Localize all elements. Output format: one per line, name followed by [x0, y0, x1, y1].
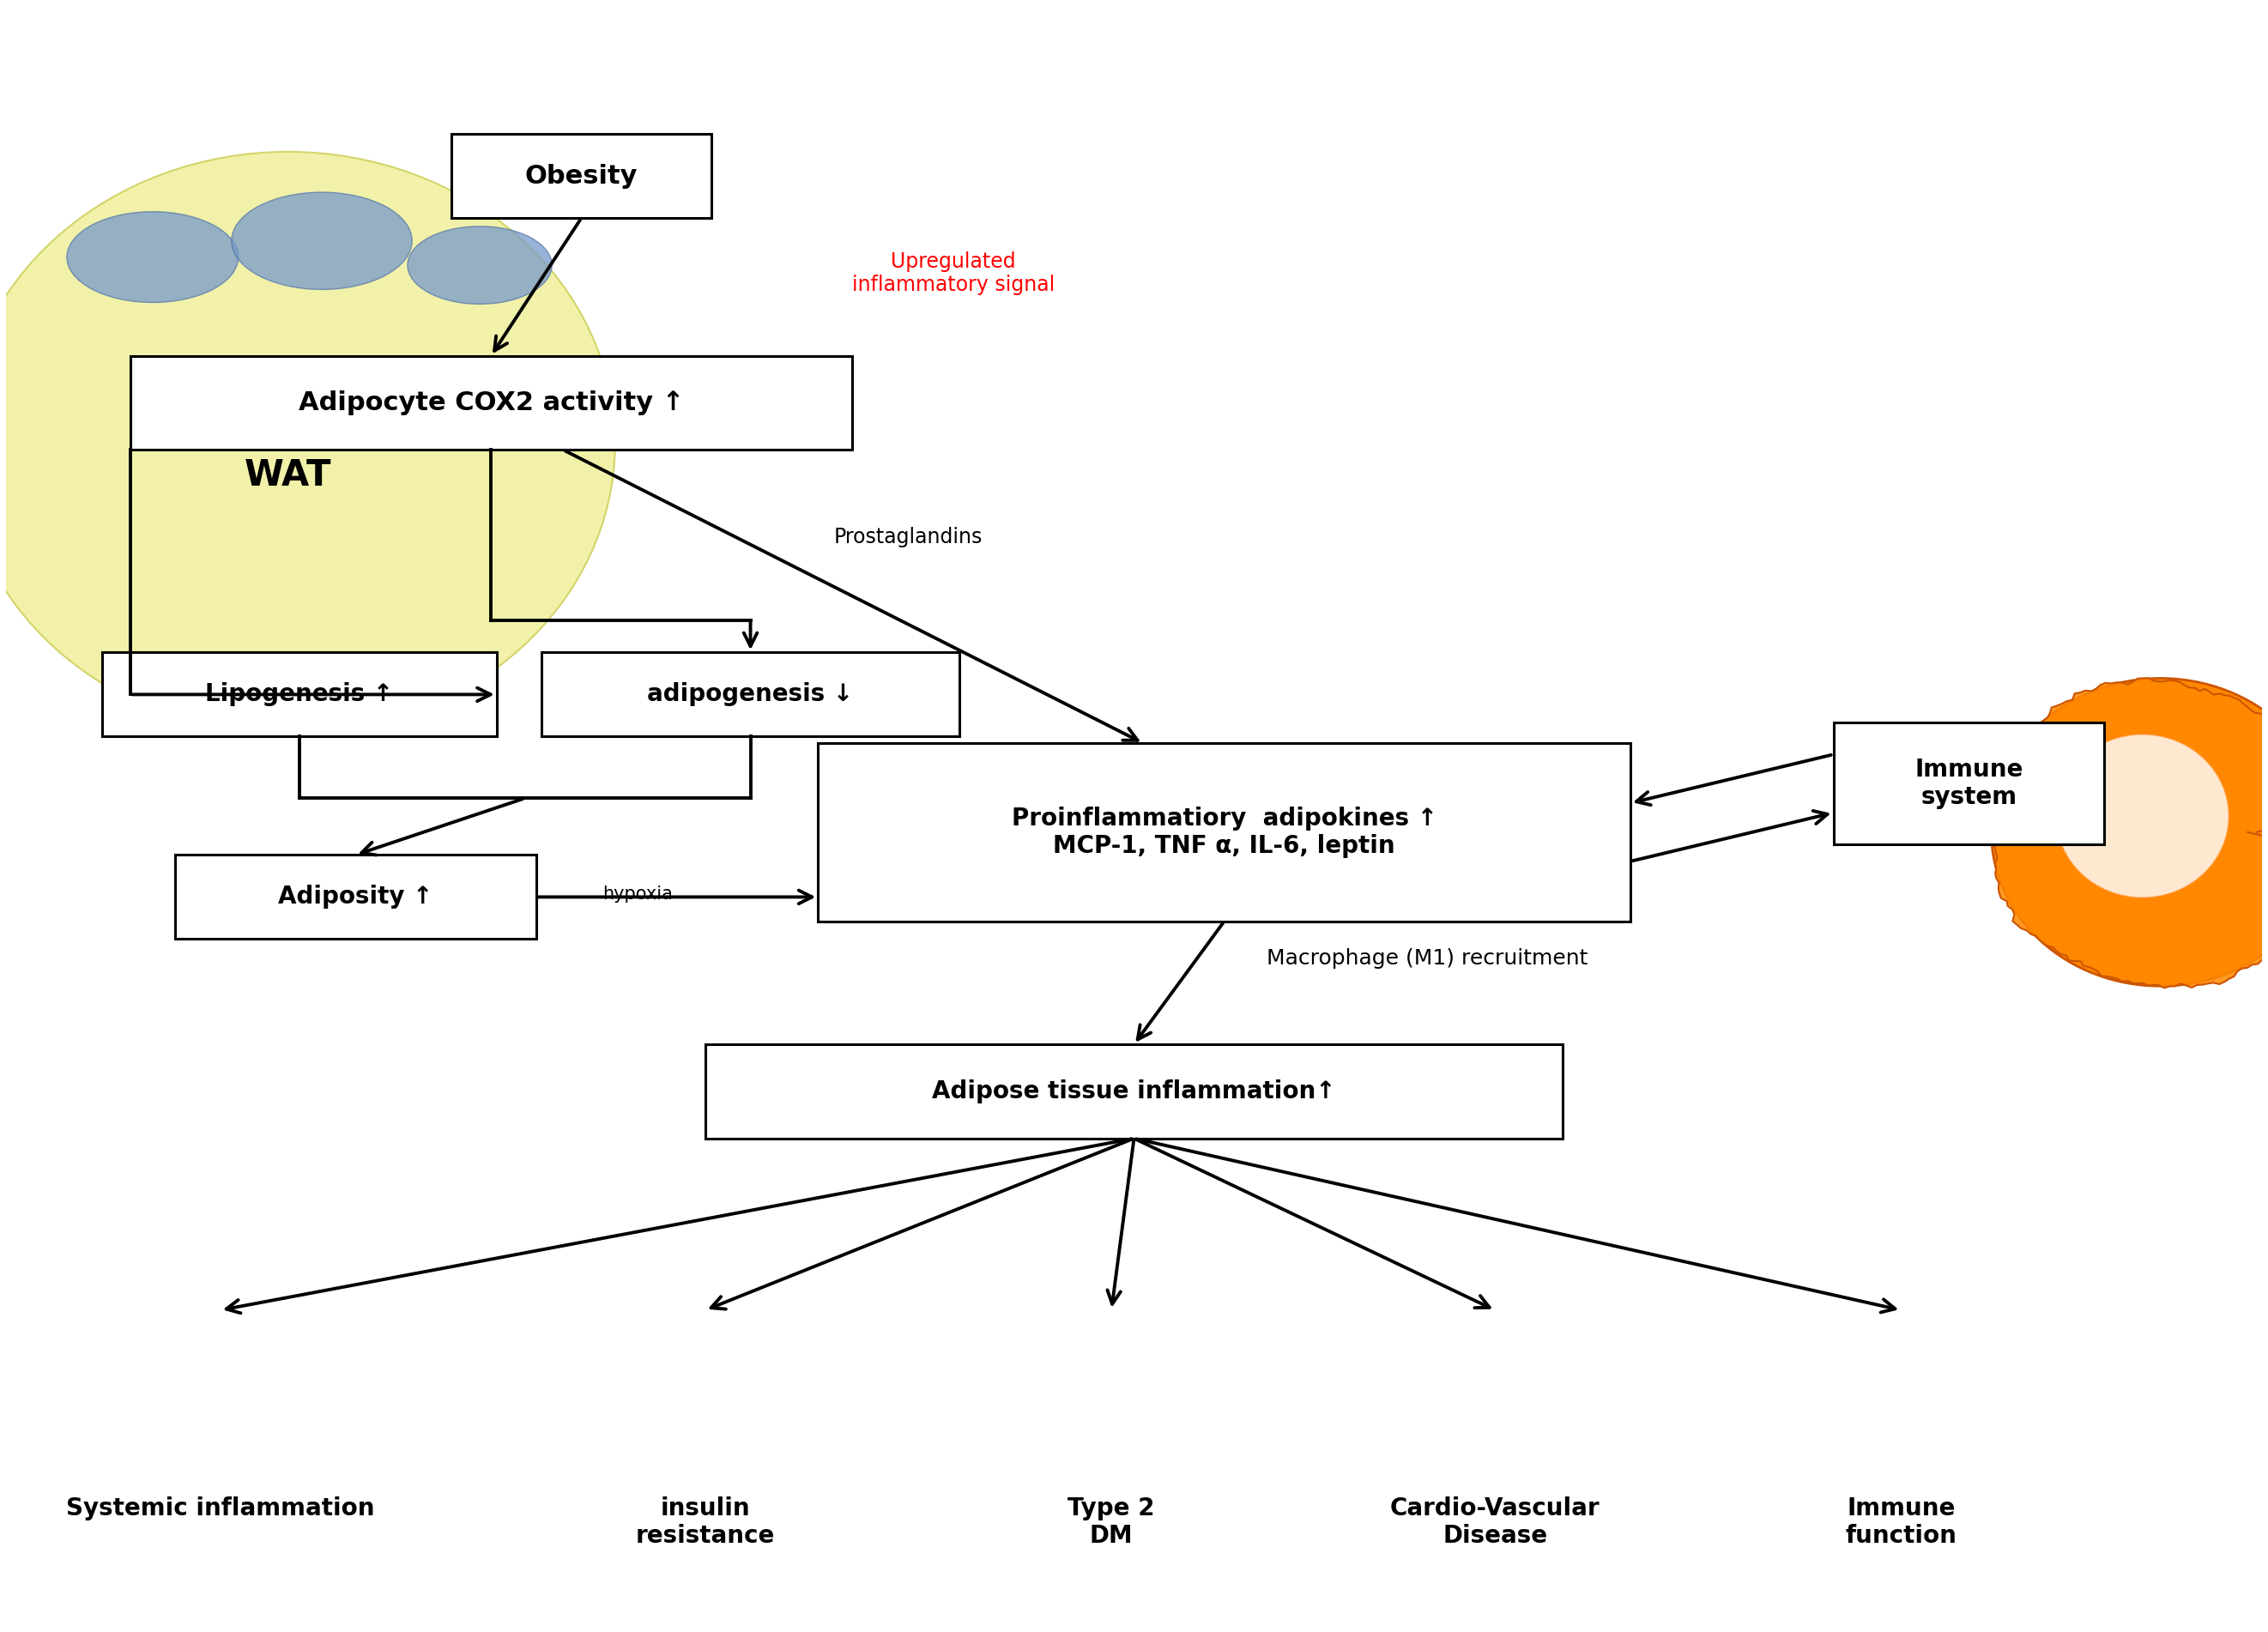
FancyBboxPatch shape — [102, 653, 497, 736]
Text: Lipogenesis ↑: Lipogenesis ↑ — [204, 682, 392, 707]
Ellipse shape — [2057, 734, 2227, 898]
Text: Adipose tissue inflammation↑: Adipose tissue inflammation↑ — [932, 1079, 1336, 1103]
Text: Systemic inflammation: Systemic inflammation — [66, 1497, 374, 1521]
FancyBboxPatch shape — [175, 855, 535, 938]
Text: Macrophage (M1) recruitment: Macrophage (M1) recruitment — [1266, 948, 1588, 969]
Text: adipogenesis ↓: adipogenesis ↓ — [646, 682, 853, 707]
Ellipse shape — [0, 152, 615, 734]
Text: Adipocyte COX2 activity ↑: Adipocyte COX2 activity ↑ — [299, 390, 683, 415]
Text: Immune
function: Immune function — [1846, 1497, 1957, 1549]
Text: WAT: WAT — [245, 457, 331, 494]
Text: insulin
resistance: insulin resistance — [635, 1497, 776, 1549]
Text: Upregulated
inflammatory signal: Upregulated inflammatory signal — [853, 251, 1055, 295]
FancyBboxPatch shape — [129, 356, 853, 450]
FancyBboxPatch shape — [1833, 723, 2105, 844]
Text: Prostaglandins: Prostaglandins — [835, 527, 982, 548]
Text: Cardio-Vascular
Disease: Cardio-Vascular Disease — [1390, 1497, 1599, 1549]
FancyBboxPatch shape — [451, 134, 710, 219]
Polygon shape — [1994, 679, 2268, 987]
Ellipse shape — [1991, 679, 2268, 986]
Text: Type 2
DM: Type 2 DM — [1068, 1497, 1154, 1549]
Text: hypoxia: hypoxia — [603, 885, 674, 902]
Ellipse shape — [66, 212, 238, 302]
FancyBboxPatch shape — [819, 743, 1631, 922]
Text: Adiposity ↑: Adiposity ↑ — [279, 885, 433, 909]
Ellipse shape — [2057, 734, 2227, 898]
Text: Obesity: Obesity — [524, 163, 637, 189]
FancyBboxPatch shape — [542, 653, 959, 736]
Ellipse shape — [408, 227, 551, 304]
Ellipse shape — [231, 193, 413, 289]
FancyBboxPatch shape — [705, 1044, 1563, 1139]
Text: Immune
system: Immune system — [1914, 757, 2023, 809]
Text: Proinflammatiory  adipokines ↑
MCP-1, TNF α, IL-6, leptin: Proinflammatiory adipokines ↑ MCP-1, TNF… — [1012, 806, 1438, 858]
